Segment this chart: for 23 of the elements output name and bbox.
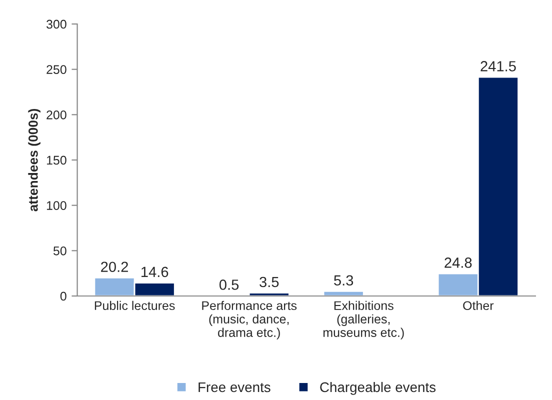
bar [322, 290, 364, 296]
x-tick-label: Performance arts (music, dance, drama etc.) [202, 300, 297, 340]
y-tick-label: 150 [46, 156, 66, 165]
y-tick-label: 200 [46, 110, 66, 120]
y-tick-label: 300 [46, 20, 66, 29]
x-tick-label: Exhibitions (galleries, museums etc.) [323, 300, 404, 340]
data-label: 0.5 [219, 280, 239, 290]
y-tick-label: 0 [60, 292, 66, 301]
data-label: 5.3 [334, 275, 354, 286]
x-tick-label: Public lectures [94, 300, 175, 310]
y-tick-label: 50 [53, 246, 66, 256]
data-label: 20.2 [101, 262, 128, 272]
y-axis-title: attendees (000s) [28, 108, 40, 212]
bar [248, 292, 290, 296]
y-tick-label: 250 [46, 65, 66, 74]
data-label: 241.5 [480, 61, 516, 72]
x-tick-label: Other [463, 300, 494, 310]
legend-label: Chargeable events [320, 382, 436, 395]
data-label: 3.5 [260, 276, 279, 288]
y-tick-label: 100 [46, 201, 66, 210]
data-label: 14.6 [142, 266, 168, 278]
legend-label: Free events [198, 382, 270, 392]
data-label: 24.8 [444, 258, 472, 268]
